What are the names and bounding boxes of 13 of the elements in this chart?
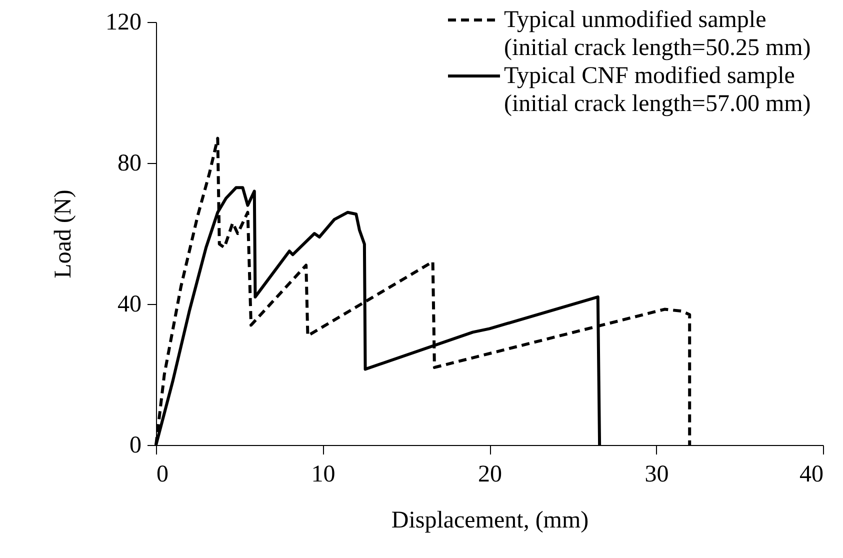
y-tick-label: 120 xyxy=(106,10,142,36)
x-tick-label: 30 xyxy=(644,462,669,488)
x-tick-label: 40 xyxy=(800,462,824,488)
x-tick-label: 10 xyxy=(311,462,336,488)
x-tick-label: 0 xyxy=(156,462,168,488)
y-tick-label: 0 xyxy=(130,432,142,458)
y-tick-label: 80 xyxy=(118,150,142,176)
y-tick-label: 40 xyxy=(118,292,142,318)
x-axis-title: Displacement, (mm) xyxy=(391,508,589,534)
x-tick-label: 20 xyxy=(478,462,502,488)
legend-label: Typical unmodified sample (initial crack length=50.25 mm) xyxy=(504,7,811,61)
legend-label: Typical CNF modified sample (initial crack length=57.00 mm) xyxy=(504,63,811,117)
y-axis-title: Load (N) xyxy=(50,190,76,278)
